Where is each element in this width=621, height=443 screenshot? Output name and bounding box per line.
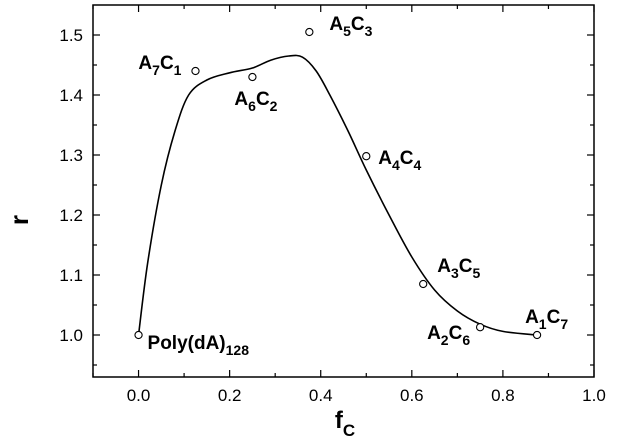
point-label-sub: 2 — [270, 98, 278, 114]
point-label-sub: 3 — [365, 23, 373, 39]
x-axis-label-main: f — [335, 407, 344, 434]
point-label: A1C7 — [525, 307, 568, 332]
point-label-sub: 4 — [414, 157, 422, 173]
point-label-sub: 5 — [472, 265, 480, 281]
point-label-sub: 1 — [174, 62, 182, 78]
point-label: A7C1 — [138, 53, 181, 78]
y-tick-label: 1.1 — [59, 266, 83, 285]
point-label-sub: 3 — [451, 265, 459, 281]
x-tick-label: 0.0 — [127, 386, 151, 405]
data-point — [248, 72, 257, 82]
point-label-main: C — [160, 53, 174, 74]
point-label: Poly(dA)128 — [148, 333, 250, 358]
point-label-sub: 2 — [441, 332, 449, 348]
data-points — [134, 27, 542, 340]
x-tick-label: 0.4 — [309, 386, 333, 405]
point-label: A4C4 — [378, 148, 421, 173]
y-tick-label: 1.2 — [59, 206, 83, 225]
point-label-main: A — [437, 256, 451, 277]
point-label-main: A — [525, 307, 539, 328]
x-tick-label: 0.2 — [218, 386, 242, 405]
plot-frame — [92, 4, 595, 378]
point-label-sub: 6 — [248, 98, 256, 114]
point-label-main: A — [138, 53, 152, 74]
point-label-main: A — [329, 14, 343, 35]
data-point — [362, 152, 371, 161]
point-label-main: C — [547, 307, 561, 328]
point-label: A6C2 — [234, 89, 277, 114]
data-point — [305, 27, 314, 37]
fit-curve — [137, 54, 538, 336]
y-tick-label: 1.0 — [59, 326, 83, 345]
point-label-main: Poly(dA) — [148, 333, 226, 354]
y-tick-label: 1.5 — [59, 26, 83, 45]
point-label-sub: 6 — [462, 332, 470, 348]
x-tick-label: 1.0 — [582, 386, 606, 405]
x-tick-label: 0.6 — [400, 386, 424, 405]
point-label-main: A — [427, 323, 441, 344]
data-point — [532, 330, 542, 340]
point-label-sub: 7 — [560, 316, 568, 332]
point-label-main: C — [459, 256, 473, 277]
point-label-main: A — [378, 148, 392, 169]
point-label-sub: 7 — [152, 62, 160, 78]
point-label-main: C — [400, 148, 414, 169]
x-axis-label: fC — [335, 407, 355, 440]
axes — [92, 4, 595, 378]
point-label-sub: 1 — [539, 316, 547, 332]
point-label: A5C3 — [329, 14, 372, 39]
data-point — [134, 330, 143, 340]
data-point — [191, 66, 200, 76]
ticks: 0.0 0.2 0.4 0.6 0.8 1.0 1.0 1.1 1.2 1.3 1.4 1.5 — [59, 5, 606, 405]
point-label-sub: 5 — [343, 23, 351, 39]
data-point — [419, 279, 428, 289]
point-label-main: C — [256, 89, 270, 110]
y-tick-label: 1.4 — [59, 86, 83, 105]
point-label-main: C — [351, 14, 365, 35]
point-label-sub: 128 — [226, 342, 250, 358]
point-label-main: C — [449, 323, 463, 344]
y-axis-label: r — [4, 215, 34, 225]
x-axis-label-sub: C — [343, 421, 355, 440]
y-tick-label: 1.3 — [59, 146, 83, 165]
data-point — [475, 323, 485, 332]
x-tick-label: 0.8 — [491, 386, 515, 405]
point-label-main: A — [234, 89, 248, 110]
point-label: A2C6 — [427, 323, 470, 348]
point-label: A3C5 — [437, 256, 480, 281]
point-label-sub: 4 — [392, 157, 400, 173]
